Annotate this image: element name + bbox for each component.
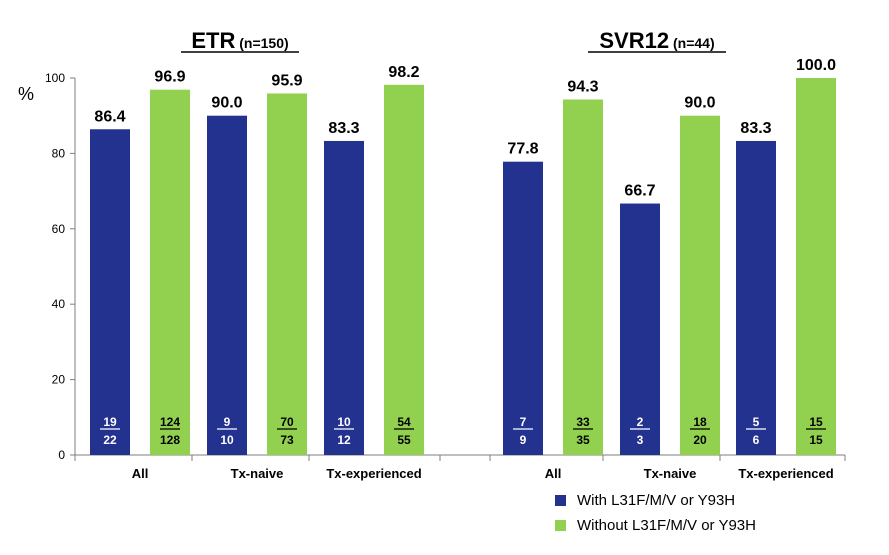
- bar-denominator: 9: [520, 433, 527, 447]
- bar-denominator: 55: [397, 433, 411, 447]
- bar-denominator: 10: [220, 433, 234, 447]
- legend-label: With L31F/M/V or Y93H: [577, 492, 735, 509]
- bar-numerator: 54: [397, 415, 411, 429]
- bar-denominator: 73: [280, 433, 294, 447]
- bar-numerator: 70: [280, 415, 294, 429]
- bar-numerator: 9: [224, 415, 231, 429]
- panel-title-n: (n=150): [235, 35, 288, 51]
- bar-value-label: 90.0: [684, 95, 715, 112]
- bar-denominator: 15: [809, 433, 823, 447]
- panel-title: ETR (n=150): [191, 28, 288, 53]
- bar-denominator: 22: [103, 433, 117, 447]
- legend-swatch: [555, 520, 566, 531]
- bar-value-label: 66.7: [624, 183, 655, 200]
- bar-numerator: 19: [103, 415, 117, 429]
- bar: [620, 203, 660, 455]
- bar-value-label: 83.3: [740, 120, 771, 137]
- y-tick-label: 40: [52, 297, 66, 311]
- bar-value-label: 100.0: [796, 57, 836, 74]
- category-label: All: [132, 466, 149, 481]
- bar: [267, 93, 307, 455]
- bar-numerator: 10: [337, 415, 351, 429]
- panel-title: SVR12 (n=44): [599, 28, 714, 53]
- bar-value-label: 86.4: [94, 108, 125, 125]
- category-label: All: [545, 466, 562, 481]
- bar: [90, 129, 130, 455]
- bar: [796, 78, 836, 455]
- bar: [563, 99, 603, 455]
- bar-numerator: 18: [693, 415, 707, 429]
- bar-value-label: 98.2: [388, 64, 419, 81]
- bar: [680, 115, 720, 455]
- bar-numerator: 124: [160, 415, 180, 429]
- bar: [324, 140, 364, 456]
- legend-swatch: [555, 495, 566, 506]
- y-tick-label: 60: [52, 222, 66, 236]
- panel-title-n: (n=44): [669, 35, 715, 51]
- bar: [503, 161, 543, 455]
- panel-title-main: ETR: [191, 28, 235, 53]
- bar-numerator: 15: [809, 415, 823, 429]
- y-tick-label: 20: [52, 373, 66, 387]
- bar-value-label: 83.3: [328, 120, 359, 137]
- bar-denominator: 6: [753, 433, 760, 447]
- bar: [207, 115, 247, 455]
- panel-title-main: SVR12: [599, 28, 669, 53]
- y-tick-label: 100: [45, 71, 65, 85]
- bar-value-label: 90.0: [211, 95, 242, 112]
- bar-denominator: 35: [576, 433, 590, 447]
- bar-numerator: 5: [753, 415, 760, 429]
- bar-numerator: 2: [637, 415, 644, 429]
- bar-value-label: 95.9: [271, 72, 302, 89]
- category-label: Tx-experienced: [738, 466, 833, 481]
- bar-value-label: 96.9: [154, 69, 185, 86]
- bar-denominator: 20: [693, 433, 707, 447]
- bar-denominator: 128: [160, 433, 180, 447]
- y-tick-label: 80: [52, 146, 66, 160]
- bar: [736, 140, 776, 456]
- bar-denominator: 12: [337, 433, 351, 447]
- bar: [384, 84, 424, 455]
- y-tick-label: 0: [58, 448, 65, 462]
- bar-numerator: 33: [576, 415, 590, 429]
- category-label: Tx-naive: [644, 466, 697, 481]
- y-axis-label: %: [18, 84, 34, 104]
- bar-numerator: 7: [520, 415, 527, 429]
- bar-denominator: 3: [637, 433, 644, 447]
- bar-value-label: 94.3: [567, 78, 598, 95]
- category-label: Tx-naive: [231, 466, 284, 481]
- legend-label: Without L31F/M/V or Y93H: [577, 517, 756, 534]
- bar-value-label: 77.8: [507, 141, 538, 158]
- category-label: Tx-experienced: [326, 466, 421, 481]
- bar: [150, 89, 190, 455]
